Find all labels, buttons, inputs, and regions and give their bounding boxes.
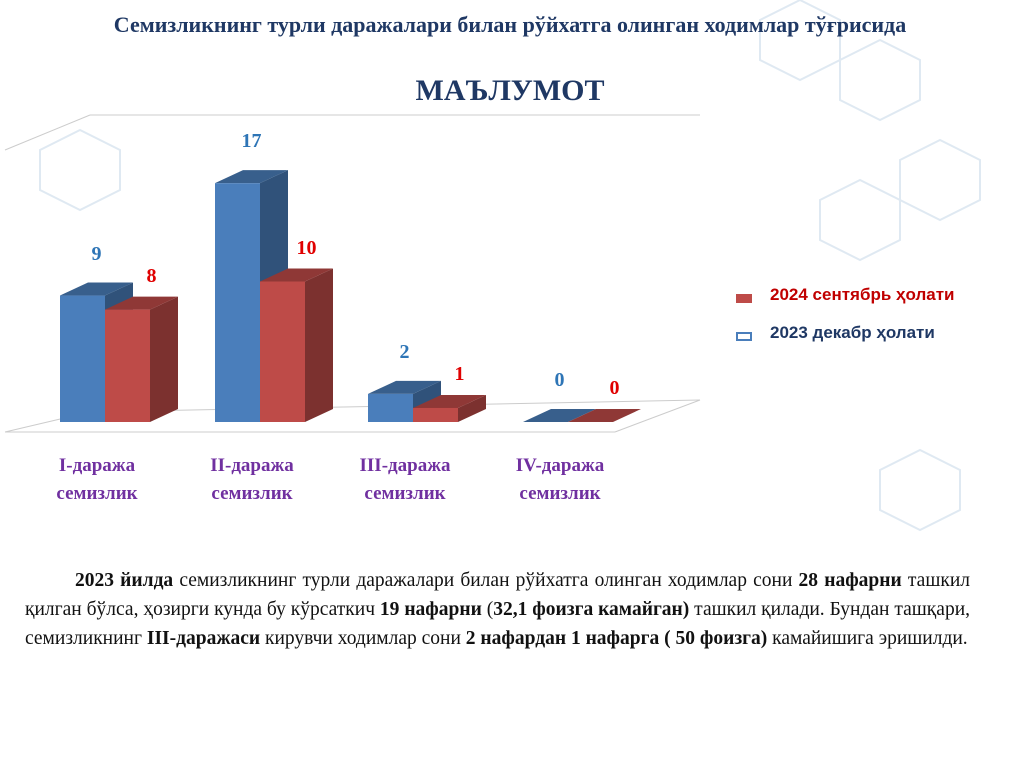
data-label: 8 [146,264,157,287]
bar-top [260,268,333,282]
data-label: 17 [241,130,262,153]
legend-swatch [736,332,752,341]
text-run: семизликнинг турли даражалари билан рўйх… [173,570,799,591]
x-tick-label: I-даража семизлик [56,455,138,504]
paragraph: 2023 йилда семизликнинг турли даражалари… [25,566,970,653]
text-run: 2 нафардан 1 нафарга ( 50 фоизга) [465,628,768,649]
text-run: 32,1 фоизга камайган) [493,599,690,620]
text-run: 2023 йилда [75,570,174,591]
bar-top [368,380,441,394]
data-label: 0 [609,377,620,399]
bar-top [523,409,596,422]
text-run: камайишига эришилди. [767,628,968,649]
data-label: 1 [454,362,465,385]
text-run: 28 нафарни [798,570,902,591]
bar-side [458,394,486,422]
data-label: 0 [554,369,565,391]
bar-top [105,296,178,310]
bar [60,295,105,422]
data-label: 2 [399,340,410,363]
bar [105,309,150,422]
bar-top [413,394,486,408]
bar-top [60,282,133,296]
bar-top [215,170,288,184]
text-run: ташкил қилади. Бундан ташқари, семизликн… [25,599,971,649]
data-label: 9 [91,242,102,265]
bar [260,281,305,422]
bar-top [568,409,641,422]
x-tick-label: IV-даража семизлик [515,455,605,504]
legend-label: 2024 сентябрь ҳолати [770,285,955,304]
bar [413,407,458,422]
legend-label: 2023 декабр ҳолати [770,323,935,342]
bar [215,183,260,422]
x-tick-label: III-даража семизлик [359,455,451,504]
text-run: кирувчи ходимлар сони [260,628,466,649]
bar-side [150,296,178,422]
bar-side [305,268,333,422]
text-run: 19 нафарни [379,599,482,620]
chart-title: Семизликнинг турли даражалари билан рўйх… [113,12,907,37]
bar [368,393,413,422]
text-run: ( [481,599,494,620]
text-run: III-даражаси [146,628,261,649]
data-label: 10 [296,236,317,259]
legend-swatch [736,294,752,303]
chart-subtitle: МАЪЛУМОТ [415,74,605,107]
x-tick-label: II-даража семизлик [210,455,294,504]
text-run: ташкил қилган бўлса, ҳозирги кунда бу кў… [25,570,970,620]
